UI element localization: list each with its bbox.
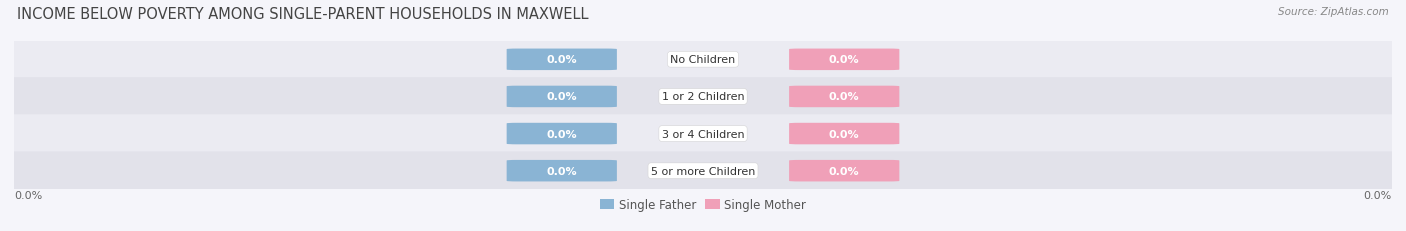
Text: INCOME BELOW POVERTY AMONG SINGLE-PARENT HOUSEHOLDS IN MAXWELL: INCOME BELOW POVERTY AMONG SINGLE-PARENT…	[17, 7, 588, 22]
FancyBboxPatch shape	[789, 123, 900, 145]
Text: 0.0%: 0.0%	[830, 129, 859, 139]
Text: 5 or more Children: 5 or more Children	[651, 166, 755, 176]
FancyBboxPatch shape	[506, 160, 617, 182]
FancyBboxPatch shape	[0, 78, 1406, 116]
Text: 0.0%: 0.0%	[830, 55, 859, 65]
FancyBboxPatch shape	[0, 152, 1406, 190]
Text: No Children: No Children	[671, 55, 735, 65]
Text: 0.0%: 0.0%	[830, 166, 859, 176]
FancyBboxPatch shape	[789, 49, 900, 71]
Text: 0.0%: 0.0%	[547, 92, 576, 102]
Text: Source: ZipAtlas.com: Source: ZipAtlas.com	[1278, 7, 1389, 17]
FancyBboxPatch shape	[0, 115, 1406, 153]
FancyBboxPatch shape	[789, 160, 900, 182]
FancyBboxPatch shape	[506, 123, 617, 145]
Text: 1 or 2 Children: 1 or 2 Children	[662, 92, 744, 102]
Text: 0.0%: 0.0%	[547, 166, 576, 176]
Text: 0.0%: 0.0%	[830, 92, 859, 102]
FancyBboxPatch shape	[789, 86, 900, 108]
Text: 0.0%: 0.0%	[14, 190, 42, 200]
Text: 0.0%: 0.0%	[547, 55, 576, 65]
Legend: Single Father, Single Mother: Single Father, Single Mother	[595, 194, 811, 216]
FancyBboxPatch shape	[506, 86, 617, 108]
FancyBboxPatch shape	[0, 41, 1406, 79]
Text: 3 or 4 Children: 3 or 4 Children	[662, 129, 744, 139]
Text: 0.0%: 0.0%	[547, 129, 576, 139]
FancyBboxPatch shape	[506, 49, 617, 71]
Text: 0.0%: 0.0%	[1364, 190, 1392, 200]
